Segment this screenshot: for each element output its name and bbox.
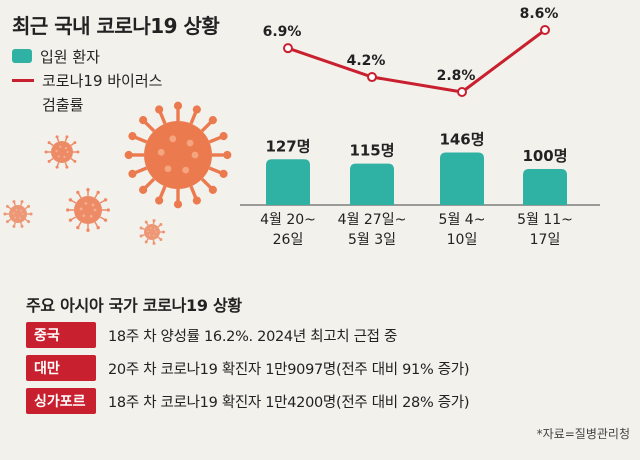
legend-label-bar: 입원 환자 [40,47,100,66]
line-point [457,87,467,97]
country-status-text: 20주 차 코로나19 확진자 1만9097명(전주 대비 91% 증가) [108,361,470,378]
x-tick-label: 26일 [273,232,304,248]
legend-item-line-cont: 검출률 [12,92,162,116]
legend-label-line-2: 검출률 [42,95,84,114]
bar [266,159,310,205]
chart-title: 최근 국내 코로나19 상황 [12,14,220,38]
line-series [287,28,546,94]
line-value-label: 8.6% [520,6,559,22]
country-badge: 중국 [26,322,96,348]
country-badge: 싱가포르 [26,388,96,414]
virus-icon [44,135,80,169]
line-point [367,72,377,83]
x-tick-label: 4월 27일~ [338,212,407,228]
x-tick-label: 5월 4~ [439,212,486,228]
asia-section-title: 주요 아시아 국가 코로나19 상황 [26,296,242,315]
x-tick-label: 4월 20~ [260,212,316,228]
virus-icon [124,101,232,209]
bar-value-label: 115명 [349,142,394,160]
x-tick-label: 17일 [530,232,561,248]
virus-icon [139,219,166,245]
bar-value-label: 127명 [265,137,310,155]
legend-label-line: 코로나19 바이러스 [42,71,163,90]
x-tick-label: 5월 3일 [348,232,396,248]
line-point [283,43,293,54]
asia-row-taiwan: 대만 20주 차 코로나19 확진자 1만9097명(전주 대비 91% 증가) [26,355,469,381]
line-value-label: 2.8% [437,68,476,84]
line-point [540,25,550,35]
legend-swatch-bar [12,49,32,63]
virus-icon [3,200,33,228]
country-status-text: 18주 차 코로나19 확진자 1만4200명(전주 대비 28% 증가) [108,394,470,411]
bar [350,163,394,205]
line-value-label: 6.9% [263,24,302,40]
legend-item-bar: 입원 환자 [12,44,162,68]
virus-illustration-icon [3,101,232,245]
legend-swatch-line [12,78,34,82]
x-tick-label: 10일 [447,232,478,248]
chart-area: 127명 4월 20~ 26일 115명 4월 27일~ 5월 3일 146명 5월 4~ 10… [3,6,600,248]
country-badge: 대만 [26,355,96,381]
asia-row-singapore: 싱가포르 18주 차 코로나19 확진자 1만4200명(전주 대비 28% 증… [26,388,469,414]
x-tick-label: 5월 11~ [517,212,573,228]
legend: 입원 환자 코로나19 바이러스 검출률 [12,44,162,116]
source-note: *자료=질병관리청 [536,427,630,441]
bar-value-label: 146명 [439,130,484,148]
bar-value-label: 100명 [522,147,567,165]
country-status-text: 18주 차 양성률 16.2%. 2024년 최고치 근접 중 [108,328,398,345]
virus-icon [66,188,110,232]
bar [440,152,484,205]
asia-row-china: 중국 18주 차 양성률 16.2%. 2024년 최고치 근접 중 [26,322,397,348]
bar [523,169,567,205]
legend-item-line: 코로나19 바이러스 [12,68,162,92]
line-value-label: 4.2% [347,53,386,69]
